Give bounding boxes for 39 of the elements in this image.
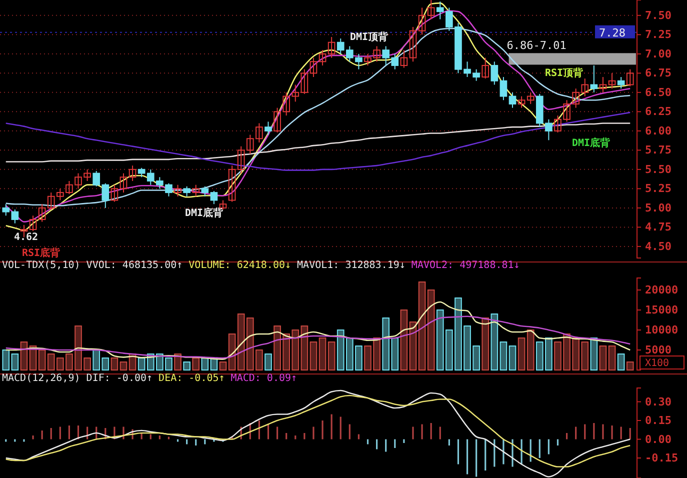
- y-tick-label: 7.50: [645, 8, 672, 22]
- y-tick-label: 20000: [645, 284, 678, 297]
- text: VOLUME: 62418.00↓: [182, 260, 292, 271]
- y-tick-label: 6.25: [645, 105, 672, 118]
- y-tick-label: 7.00: [645, 47, 672, 60]
- y-tick-label: 6.50: [645, 86, 672, 99]
- text: VVOL: 468135.00↑: [80, 260, 183, 271]
- annotation: 4.62: [14, 232, 38, 243]
- annotation: DMI底背: [572, 137, 612, 149]
- y-tick-label: 5.25: [645, 182, 672, 196]
- chart-title: MACD(12,26,9): [2, 373, 80, 384]
- y-tick-label: -0.15: [645, 452, 678, 465]
- band-label: 6.86-7.01: [506, 39, 566, 52]
- y-tick-label: 6.00: [645, 124, 672, 138]
- text: MAVOL2: 497188.81↓: [405, 260, 520, 271]
- y-tick-label: 4.50: [645, 240, 672, 253]
- y-tick-label: 5000: [645, 344, 672, 357]
- y-tick-label: 5.50: [645, 162, 672, 176]
- chart-title: VOL-TDX(5,10): [2, 260, 80, 271]
- text: MAVOL1: 312883.19↓: [291, 260, 406, 271]
- annotation: RSI顶背: [545, 67, 584, 79]
- annotation: RSI底背: [22, 247, 62, 259]
- y-tick-label: 5.75: [645, 144, 672, 157]
- y-tick-label: 5.00: [645, 201, 672, 214]
- text: DEA: -0.05↑: [152, 373, 225, 384]
- y-tick-label: 6.75: [645, 66, 672, 80]
- y-tick-label: 0.15: [645, 414, 672, 428]
- y-tick-label: 4.75: [645, 220, 672, 234]
- y-tick-label: 0.00: [645, 432, 672, 446]
- text: DIF: -0.00↑: [80, 373, 153, 384]
- annotation: DMI顶背: [350, 31, 390, 43]
- y-tick-label: 0.30: [645, 395, 672, 408]
- y-tick-label: 15000: [645, 304, 678, 317]
- ref-line-label: 7.28: [599, 26, 626, 40]
- y-tick-label: 10000: [645, 324, 678, 337]
- annotation: DMI底背: [185, 207, 224, 219]
- text: MACD: 0.09↑: [224, 373, 298, 384]
- text: X100: [645, 358, 670, 369]
- y-tick-label: 7.25: [645, 28, 672, 42]
